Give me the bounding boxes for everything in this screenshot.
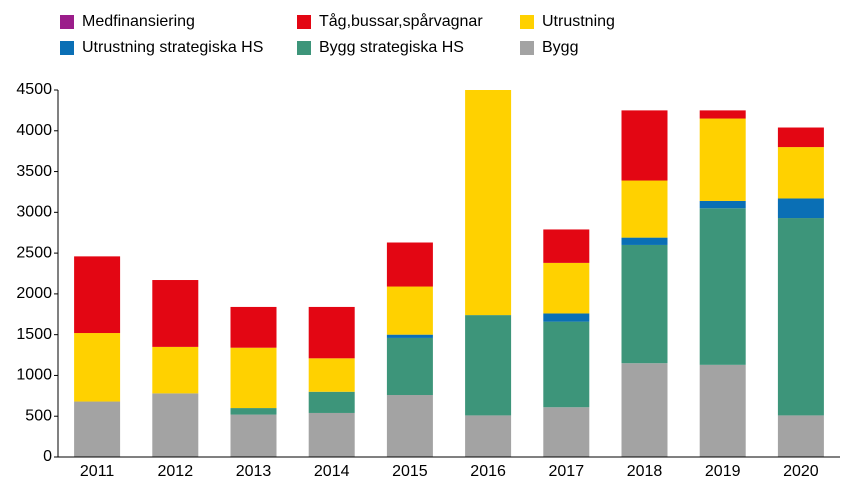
x-tick-label: 2016 (470, 463, 506, 480)
bar-segment (308, 412, 355, 457)
legend-swatch (520, 41, 534, 55)
bar-segment (386, 337, 433, 396)
bar-segment (308, 358, 355, 392)
bar-segment (230, 414, 277, 457)
y-tick-label: 4000 (16, 122, 52, 139)
bar-segment (621, 110, 668, 181)
bar-segment (386, 334, 433, 338)
bar-segment (621, 244, 668, 364)
legend-swatch (297, 41, 311, 55)
legend-swatch (520, 15, 534, 29)
x-tick-label: 2019 (705, 463, 741, 480)
bar-segment (621, 180, 668, 238)
bar-segment (74, 401, 121, 457)
bar-segment (152, 393, 199, 457)
y-tick-label: 1000 (16, 367, 52, 384)
legend-label: Utrustning strategiska HS (82, 39, 263, 56)
bar-segment (699, 118, 746, 201)
bar-segment (777, 147, 824, 199)
y-tick-label: 3500 (16, 163, 52, 180)
bar-segment (465, 315, 512, 416)
bar-segment (308, 306, 355, 359)
bar-segment (777, 198, 824, 219)
x-tick-label: 2014 (314, 463, 350, 480)
bar-segment (152, 280, 199, 347)
bar-segment (465, 415, 512, 457)
legend-label: Utrustning (542, 13, 615, 30)
bar-segment (543, 262, 590, 314)
legend-swatch (297, 15, 311, 29)
bar-segment (386, 286, 433, 335)
bar-segment (230, 306, 277, 348)
bar-segment (543, 321, 590, 408)
bar-segment (543, 313, 590, 322)
bar-segment (699, 200, 746, 209)
x-tick-label: 2015 (392, 463, 428, 480)
x-tick-label: 2018 (627, 463, 663, 480)
bar-segment (230, 347, 277, 409)
y-tick-label: 2000 (16, 285, 52, 302)
y-tick-label: 1500 (16, 326, 52, 343)
y-tick-label: 3000 (16, 204, 52, 221)
bar-segment (777, 218, 824, 416)
x-tick-label: 2020 (783, 463, 819, 480)
bar-segment (74, 256, 121, 334)
y-tick-label: 2500 (16, 244, 52, 261)
y-tick-label: 0 (43, 448, 52, 465)
x-tick-label: 2017 (549, 463, 585, 480)
legend-swatch (60, 15, 74, 29)
legend-label: Bygg strategiska HS (319, 39, 464, 56)
bar-segment (74, 333, 121, 402)
bar-segment (621, 363, 668, 457)
bar-segment (543, 229, 590, 263)
bar-segment (621, 237, 668, 245)
bar-segment (699, 208, 746, 365)
x-tick-label: 2012 (158, 463, 194, 480)
bar-segment (777, 415, 824, 457)
x-tick-label: 2011 (80, 463, 115, 480)
bar-segment (230, 408, 277, 415)
bar-segment (152, 346, 199, 394)
legend-swatch (60, 41, 74, 55)
legend-label: Bygg (542, 39, 578, 56)
bar-segment (699, 110, 746, 119)
x-tick-label: 2013 (236, 463, 272, 480)
y-tick-label: 4500 (16, 81, 52, 98)
bar-segment (777, 127, 824, 148)
legend-label: Tåg,bussar,spårvagnar (319, 12, 483, 30)
bar-segment (699, 364, 746, 457)
bar-segment (543, 407, 590, 457)
bar-segment (465, 90, 512, 316)
bar-segment (308, 391, 355, 413)
legend-label: Medfinansiering (82, 13, 195, 30)
y-tick-label: 500 (25, 407, 52, 424)
bar-segment (386, 242, 433, 287)
bar-segment (386, 395, 433, 457)
